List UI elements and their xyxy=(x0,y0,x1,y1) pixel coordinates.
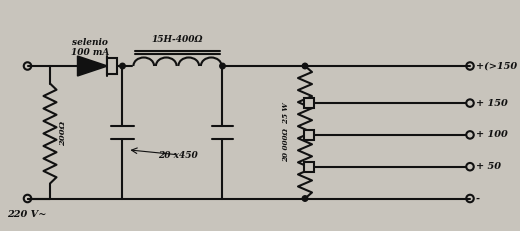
Text: + 100: + 100 xyxy=(476,131,508,139)
Bar xyxy=(108,58,116,73)
Circle shape xyxy=(302,196,308,201)
Text: 20 x450: 20 x450 xyxy=(158,151,198,160)
Circle shape xyxy=(120,63,125,69)
Text: selenio: selenio xyxy=(72,38,108,47)
Bar xyxy=(305,130,315,140)
Text: 100 mA: 100 mA xyxy=(71,48,109,57)
Text: + 150: + 150 xyxy=(476,99,508,108)
Text: 15H-400Ω: 15H-400Ω xyxy=(152,35,203,44)
Text: +(>150 ): +(>150 ) xyxy=(476,61,520,70)
Circle shape xyxy=(302,63,308,69)
Circle shape xyxy=(220,63,225,69)
Polygon shape xyxy=(77,56,108,76)
Text: 200Ω: 200Ω xyxy=(59,121,67,146)
Text: -: - xyxy=(476,194,480,203)
Text: + 50: + 50 xyxy=(476,162,501,171)
Bar xyxy=(305,98,315,108)
Bar xyxy=(305,162,315,172)
Text: 20 000Ω  25 W: 20 000Ω 25 W xyxy=(282,102,290,162)
Text: 220 V~: 220 V~ xyxy=(7,210,47,219)
